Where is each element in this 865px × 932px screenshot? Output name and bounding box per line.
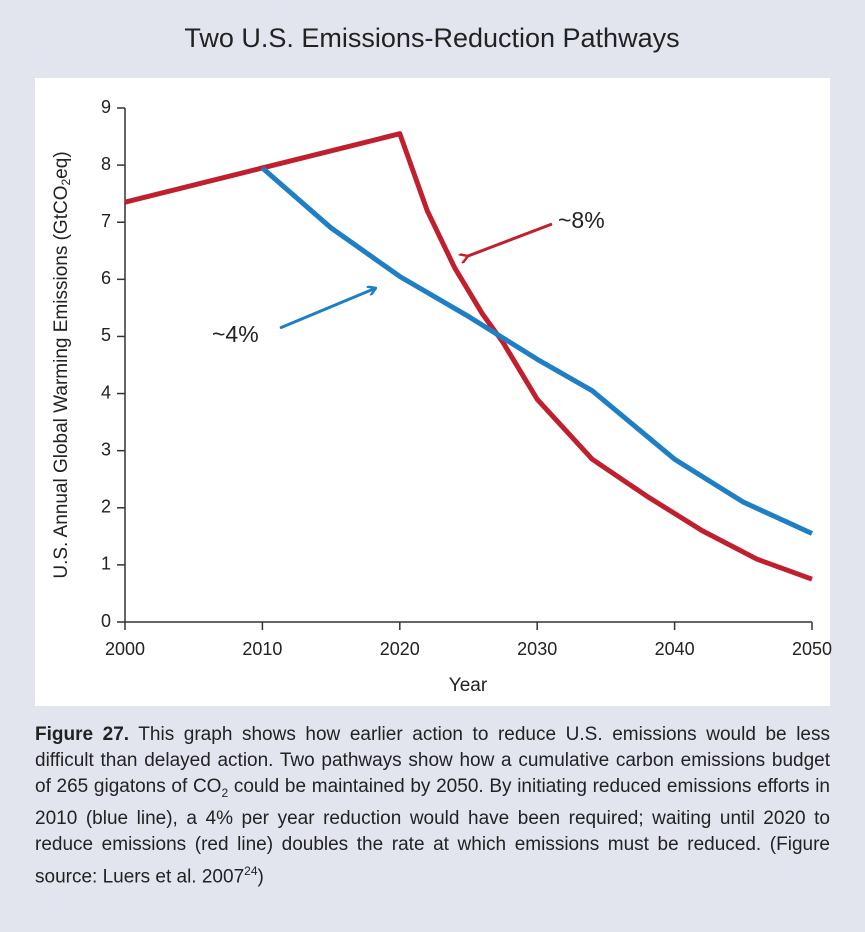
- plot-panel: [35, 78, 830, 706]
- x-axis-label: Year: [449, 675, 488, 696]
- x-tick-label: 2050: [792, 639, 832, 659]
- caption-text: This graph shows how earlier action to r…: [35, 724, 831, 797]
- y-label-text: U.S. Annual Global Warming Emissions (Gt…: [51, 186, 72, 579]
- annotation-arrow: [468, 222, 553, 256]
- y-tick-label: 4: [101, 382, 111, 402]
- y-label-text: eq): [51, 151, 72, 178]
- y-tick-label: 0: [101, 611, 111, 631]
- x-tick-label: 2010: [242, 639, 282, 659]
- x-tick-label: 2030: [517, 639, 557, 659]
- y-tick-label: 8: [101, 154, 111, 174]
- x-tick-label: 2020: [380, 639, 420, 659]
- caption-text: could be maintained by 2050. By initiati…: [35, 776, 830, 888]
- caption-sup: 24: [244, 863, 258, 878]
- chart-title: Two U.S. Emissions-Reduction Pathways: [184, 23, 679, 53]
- annotation-arrow: [279, 288, 376, 330]
- y-tick-label: 3: [101, 439, 111, 459]
- y-tick-label: 9: [101, 97, 111, 117]
- caption-sub: 2: [221, 785, 229, 800]
- annotation: ~4%: [212, 321, 259, 347]
- y-label-sub: 2: [59, 179, 73, 186]
- line: [124, 131, 813, 582]
- y-tick-label: 6: [101, 268, 111, 288]
- caption: Figure 27. This graph shows how earlier …: [35, 722, 830, 890]
- caption-label: Figure 27.: [35, 724, 130, 745]
- chart: Two U.S. Emissions-Reduction Pathways Ye…: [35, 23, 832, 706]
- y-tick-label: 2: [101, 497, 111, 517]
- x-tick-label: 2040: [655, 639, 695, 659]
- line: [260, 166, 814, 536]
- y-tick-label: 5: [101, 325, 111, 345]
- caption-text: ): [257, 866, 264, 888]
- x-tick-label: 2000: [105, 639, 145, 659]
- annotation: ~8%: [558, 207, 605, 233]
- y-tick-label: 1: [101, 554, 111, 574]
- y-tick-label: 7: [101, 211, 111, 231]
- y-axis-label: U.S. Annual Global Warming Emissions (Gt…: [51, 151, 73, 578]
